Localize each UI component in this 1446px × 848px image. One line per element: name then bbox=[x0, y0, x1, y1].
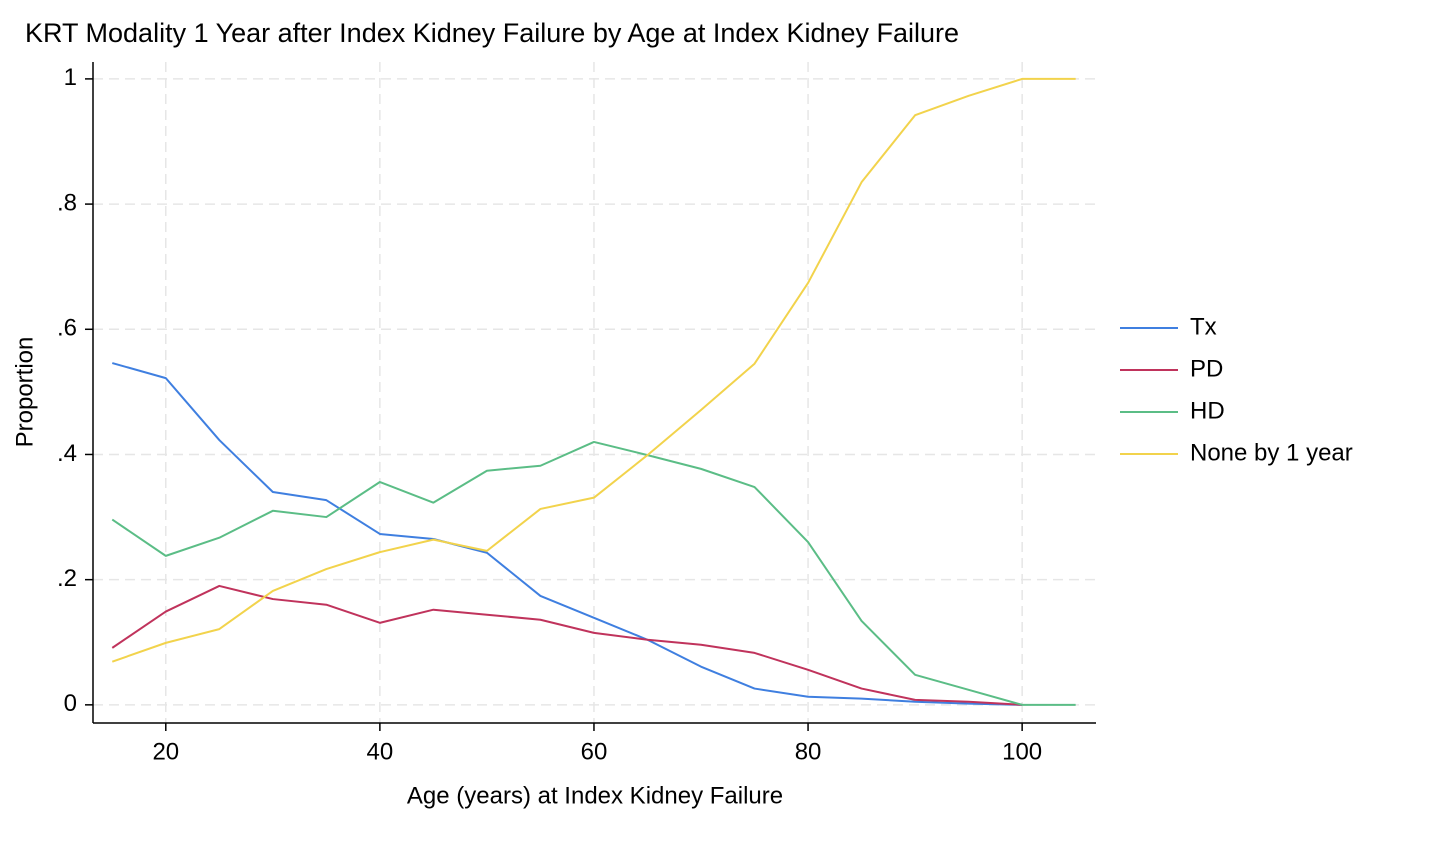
line-series bbox=[111, 440, 1076, 706]
y-tick-label: .8 bbox=[57, 189, 77, 216]
x-tick-label: 100 bbox=[1002, 738, 1042, 765]
x-tick-label: 80 bbox=[795, 738, 822, 765]
y-tick-label: .6 bbox=[57, 315, 77, 342]
line-series bbox=[111, 77, 1076, 663]
legend-label: Tx bbox=[1190, 313, 1217, 340]
x-tick-label: 40 bbox=[367, 738, 394, 765]
x-tick-label: 20 bbox=[152, 738, 179, 765]
y-tick-label: .4 bbox=[57, 440, 77, 467]
legend-label: None by 1 year bbox=[1190, 439, 1353, 466]
legend-label: HD bbox=[1190, 397, 1225, 424]
x-axis-label: Age (years) at Index Kidney Failure bbox=[407, 782, 783, 809]
y-tick-label: 1 bbox=[64, 64, 77, 91]
legend-label: PD bbox=[1190, 355, 1223, 382]
y-tick-label: 0 bbox=[64, 690, 77, 717]
y-axis-label: Proportion bbox=[11, 337, 38, 448]
x-tick-label: 60 bbox=[581, 738, 608, 765]
chart-title: KRT Modality 1 Year after Index Kidney F… bbox=[25, 18, 959, 48]
line-series bbox=[111, 362, 1023, 706]
y-tick-label: .2 bbox=[57, 565, 77, 592]
